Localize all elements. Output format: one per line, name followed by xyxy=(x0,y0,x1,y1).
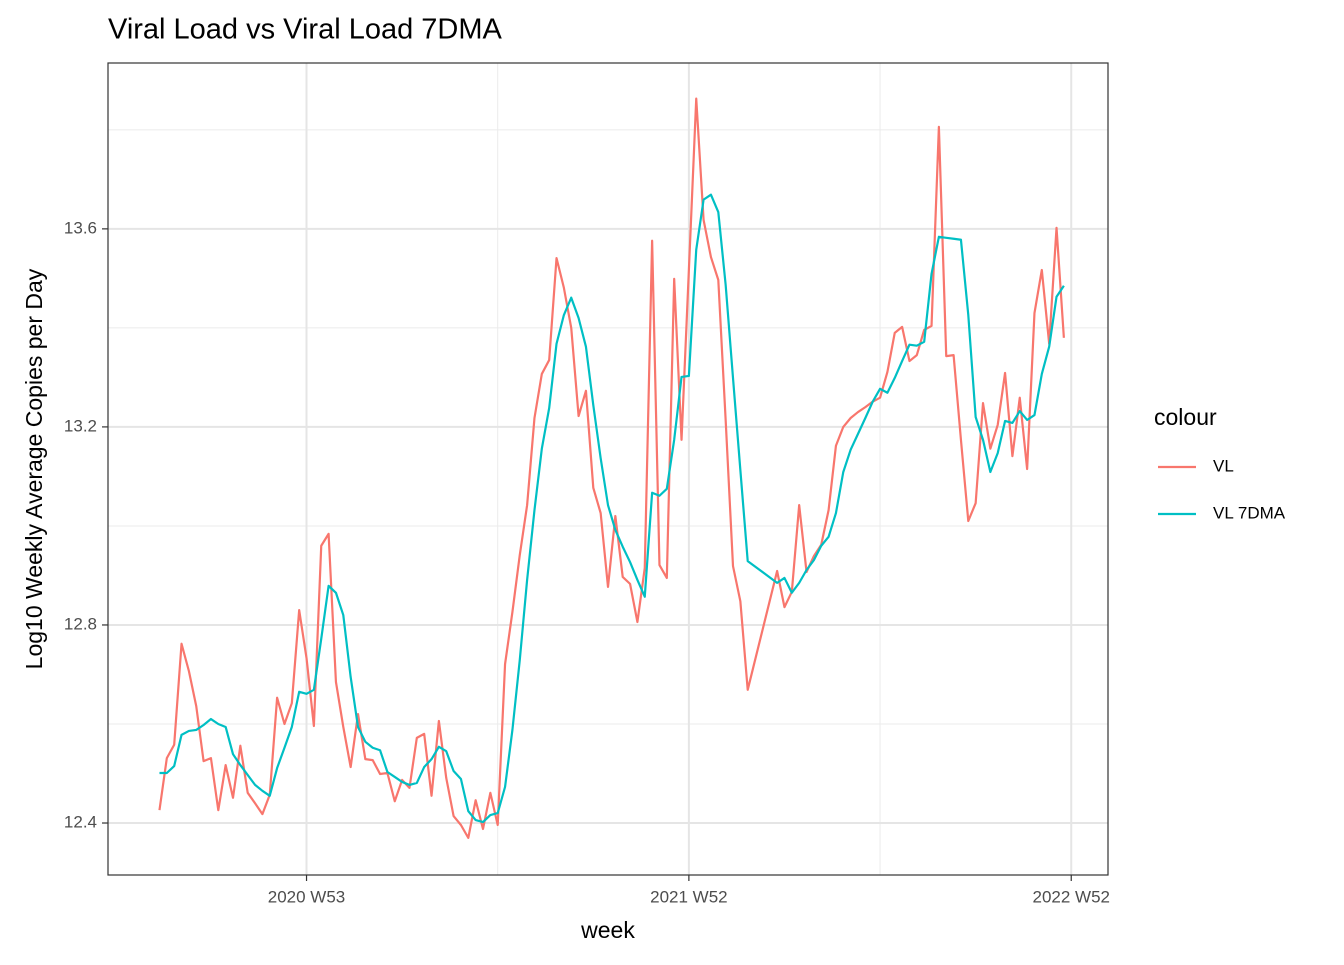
x-tick-label: 2021 W52 xyxy=(650,887,728,906)
x-tick-label: 2022 W52 xyxy=(1032,887,1110,906)
x-axis-title: week xyxy=(580,917,635,943)
y-tick-label: 12.4 xyxy=(64,812,97,831)
legend-title: colour xyxy=(1154,404,1217,430)
y-tick-label: 13.6 xyxy=(64,218,97,237)
y-axis-title: Log10 Weekly Average Copies per Day xyxy=(21,268,47,669)
y-tick-label: 13.2 xyxy=(64,416,97,435)
legend-label: VL 7DMA xyxy=(1213,503,1286,522)
series-line xyxy=(159,193,1065,824)
chart-title: Viral Load vs Viral Load 7DMA xyxy=(108,14,503,46)
x-tick-label: 2020 W53 xyxy=(268,887,346,906)
plot-border xyxy=(107,62,1109,876)
series-line xyxy=(158,97,1065,839)
legend-label: VL xyxy=(1213,456,1234,475)
y-tick-label: 12.8 xyxy=(64,614,97,633)
